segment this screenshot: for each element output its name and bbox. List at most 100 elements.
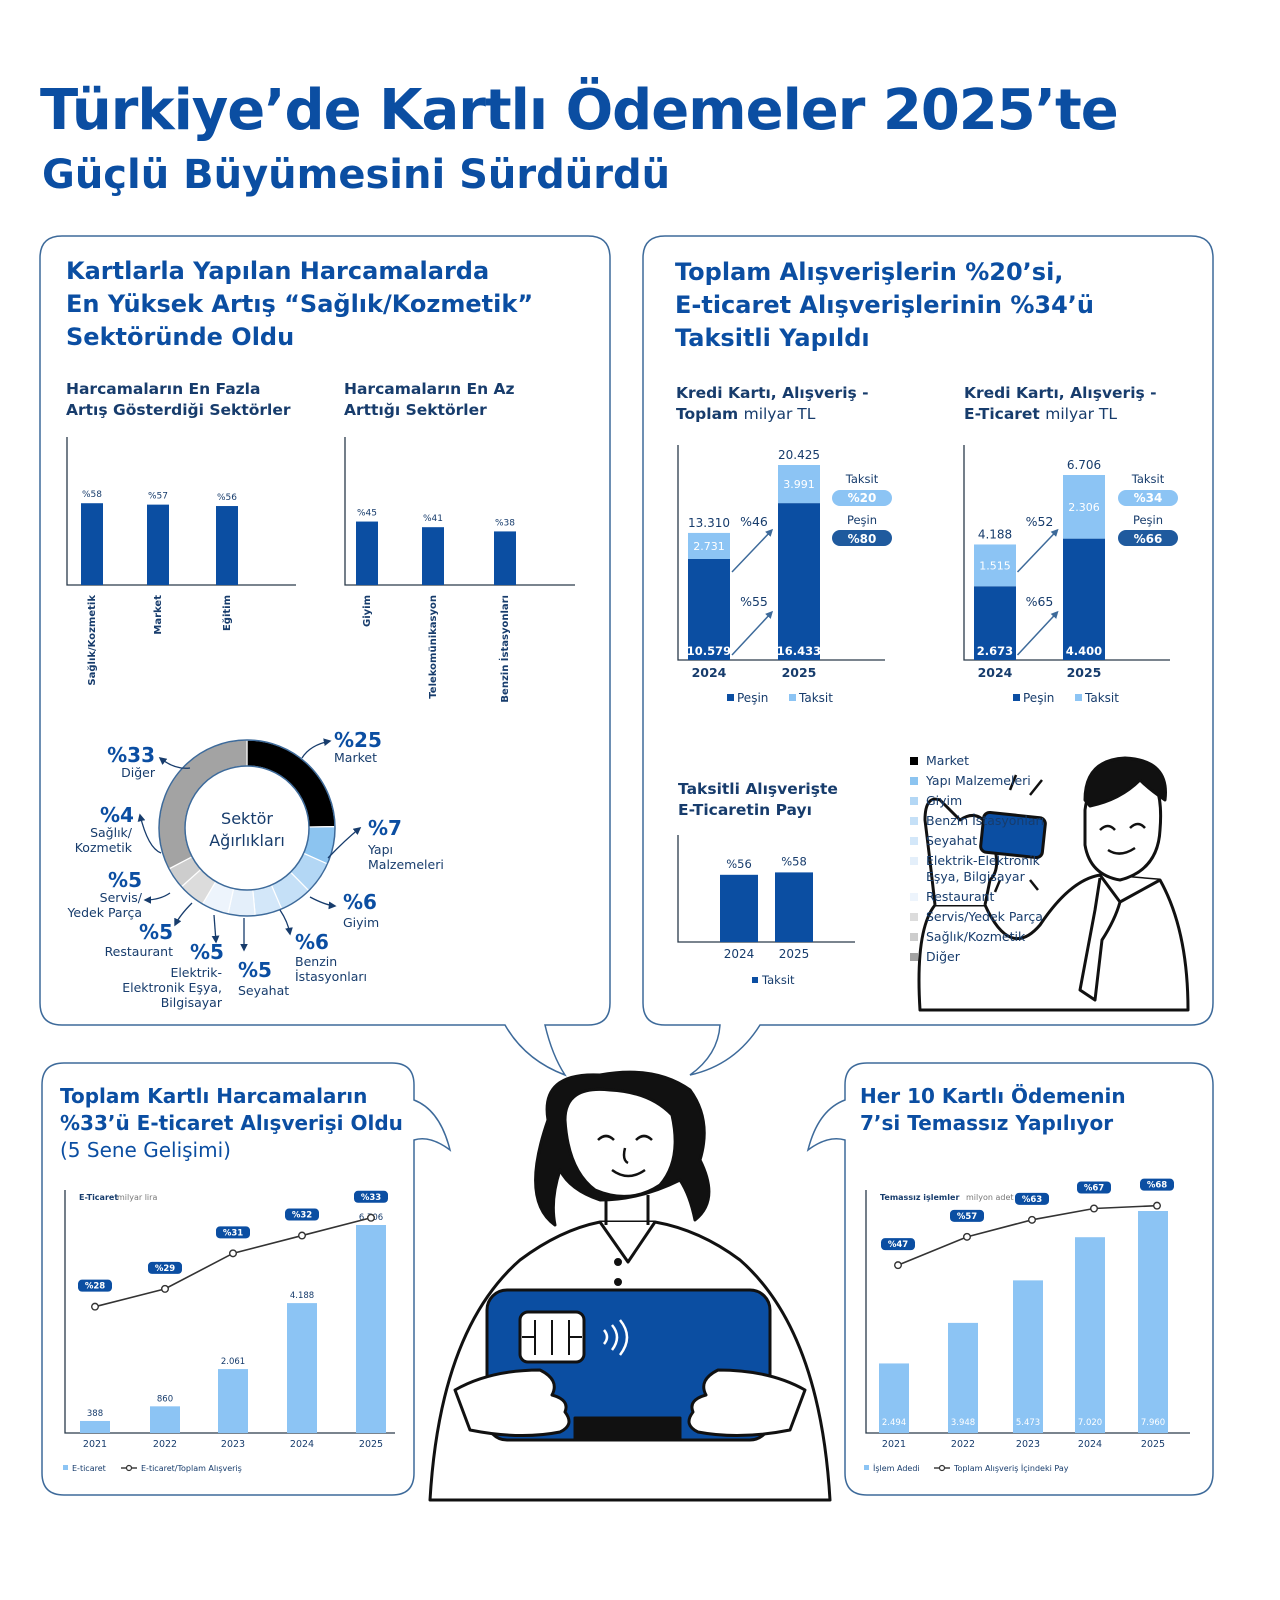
title-line: Harcamaların En Az: [344, 380, 515, 398]
year-label: 2023: [1016, 1439, 1040, 1450]
callout-value: %5: [238, 958, 272, 982]
bar-value-label: 388: [87, 1409, 103, 1419]
share-taksit-value: %34: [1134, 491, 1163, 505]
legend-taksit: Taksit: [798, 691, 833, 705]
legend-item: Giyim: [910, 793, 1050, 809]
share-badge: [950, 1209, 984, 1222]
heading-line: Sektöründe Oldu: [66, 323, 295, 351]
legend-swatch: [910, 817, 918, 825]
bar: [218, 1369, 248, 1433]
panel-bottom-right-heading: Her 10 Kartlı Ödemenin 7’si Temassız Yap…: [860, 1083, 1200, 1137]
bar-value-label: %45: [357, 509, 377, 519]
callout-value: %7: [368, 816, 402, 840]
title-line: E-Ticaret: [964, 405, 1040, 423]
bar: [1138, 1211, 1168, 1433]
contactless-icon: [603, 1319, 629, 1356]
share-badge: [1077, 1181, 1111, 1194]
unit-label: milyar TL: [1045, 405, 1118, 423]
total-value-label: 20.425: [778, 448, 820, 462]
legend-label: Servis/Yedek Parça: [926, 909, 1043, 924]
heading-line: 7’si Temassız Yapılıyor: [860, 1111, 1114, 1135]
share-badge-label: %68: [1147, 1181, 1167, 1191]
share-badge: [1140, 1178, 1174, 1191]
legend-swatch: [910, 797, 918, 805]
share-badge-label: %32: [292, 1211, 312, 1221]
bar: [494, 531, 516, 585]
bar-value-label: 7.960: [1141, 1418, 1165, 1428]
year-label: 2025: [1067, 665, 1102, 680]
bar-taksit: [1063, 475, 1105, 539]
legend-swatch-pesin: [1013, 694, 1020, 701]
total-value-label: 4.188: [978, 527, 1012, 541]
category-label: Sağlık/Kozmetik: [86, 595, 98, 686]
year-label: 2021: [882, 1439, 906, 1450]
share-point: [1027, 1215, 1036, 1224]
growth-arrow: [731, 610, 774, 656]
bar: [775, 872, 813, 942]
legend-swatch-bar: [63, 1465, 68, 1470]
bar: [216, 506, 238, 585]
legend-item: Servis/Yedek Parça: [910, 909, 1050, 925]
bar-taksit: [688, 532, 730, 560]
legend-label: Seyahat: [926, 833, 978, 848]
growth-arrow: [1016, 610, 1059, 656]
share-pesin-value: %66: [1134, 532, 1163, 546]
taksit-value-label: 2.306: [1068, 501, 1100, 514]
panel-top-left-heading: Kartlarla Yapılan Harcamalarda En Yüksek…: [66, 255, 606, 354]
callout-seyahat: %5 Seyahat: [238, 960, 289, 998]
growth-taksit-label: %46: [740, 514, 768, 529]
bar-taksit: [778, 465, 820, 504]
category-label: Benzin İstasyonları: [497, 595, 511, 703]
bar-value-label: %38: [495, 518, 515, 528]
share-point: [1152, 1201, 1161, 1210]
heading-line: E-ticaret Alışverişlerinin %34’ü: [675, 291, 1094, 319]
bar-value-label: %41: [423, 514, 443, 524]
heading-line: Toplam Alışverişlerin %20’si,: [675, 258, 1064, 286]
callout-value: %5: [108, 868, 142, 892]
share-point: [228, 1249, 237, 1258]
legend-line-label: E-ticaret/Toplam Alışveriş: [141, 1464, 242, 1473]
chart-most-increase-title: Harcamaların En Fazla Artış Gösterdiği S…: [66, 379, 291, 421]
callout-saglik: %4 Sağlık/ Kozmetik: [60, 805, 134, 855]
share-badge: [216, 1226, 250, 1239]
heading-line: Her 10 Kartlı Ödemenin: [860, 1084, 1126, 1108]
bar-value-label: %58: [82, 490, 102, 500]
year-label: 2024: [978, 665, 1013, 680]
donut-hole: [184, 765, 310, 891]
legend-swatch: [910, 933, 918, 941]
growth-pesin-label: %55: [740, 594, 768, 609]
share-badge: [148, 1261, 182, 1274]
legend-swatch: [910, 757, 918, 765]
share-pesin-value: %80: [848, 532, 877, 546]
heading-line: %33’ü E-ticaret Alışverişi Oldu: [60, 1111, 403, 1135]
chart-total-title: Kredi Kartı, Alışveriş - Toplam milyar T…: [676, 383, 869, 425]
category-label: Giyim: [362, 595, 373, 627]
bar: [356, 1225, 386, 1433]
bar-value-label: 4.188: [290, 1291, 314, 1301]
legend-line-marker: [125, 1464, 133, 1472]
legend-pesin: Peşin: [737, 691, 768, 705]
chart-title: E-Ticaret: [79, 1193, 118, 1202]
growth-pesin-label: %65: [1026, 594, 1054, 609]
bar: [422, 527, 444, 585]
legend-swatch-taksit: [1075, 694, 1082, 701]
callout-label: Elektrik-Elektronik Eşya, Bilgisayar: [122, 965, 222, 1010]
callout-giyim: %6 Giyim: [343, 892, 379, 930]
legend-label: Elektrik-Elektronik Eşya, Bilgisayar: [926, 853, 1040, 884]
bar: [356, 521, 378, 585]
man-illustration: [917, 756, 1190, 1012]
bar-value-label: 2.061: [221, 1357, 245, 1367]
panel-bottom-left: [41, 1062, 452, 1496]
category-label: Eğitim: [221, 595, 233, 631]
share-point: [160, 1284, 169, 1293]
callout-value: %33: [107, 743, 155, 767]
year-label: 2021: [83, 1439, 107, 1450]
bar-pesin: [974, 586, 1016, 660]
taksit-value-label: 1.515: [979, 559, 1011, 572]
donut-callout-arrows: [137, 738, 362, 952]
legend-label: Diğer: [926, 949, 960, 964]
chart-installment-share-title: Taksitli Alışverişte E-Ticaretin Payı: [678, 779, 838, 821]
growth-taksit-label: %52: [1026, 514, 1054, 529]
legend-swatch-taksit: [789, 694, 796, 701]
heading-line: En Yüksek Artış “Sağlık/Kozmetik”: [66, 290, 534, 318]
